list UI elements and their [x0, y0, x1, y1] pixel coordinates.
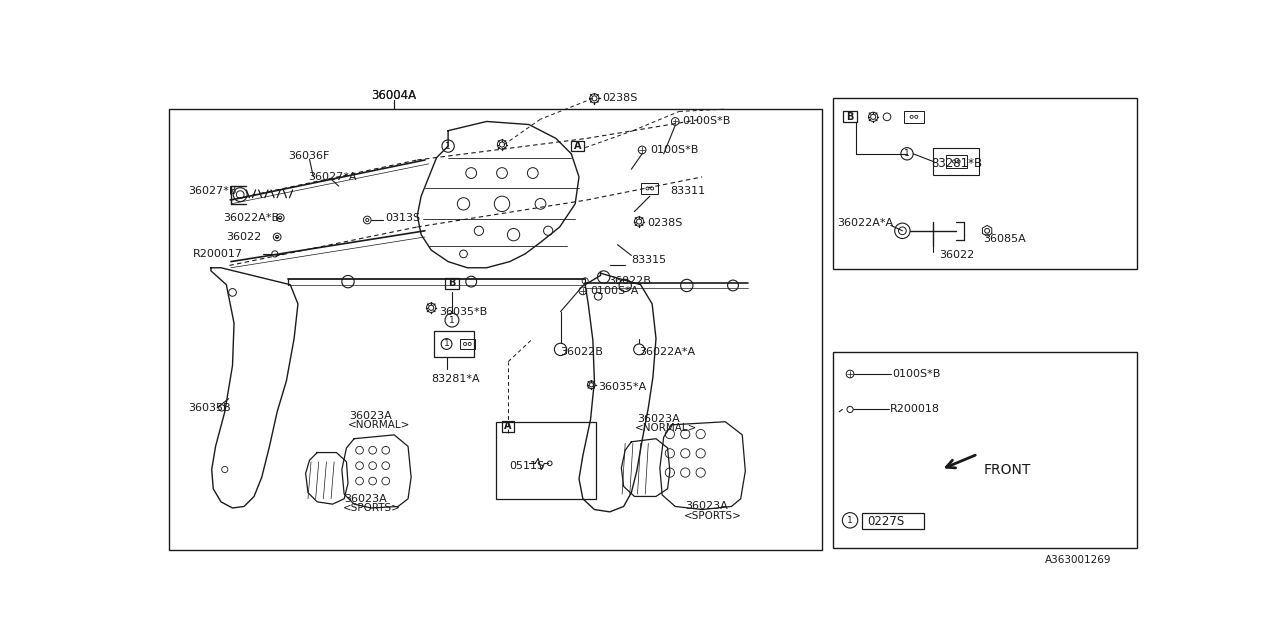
Text: 36022: 36022 — [940, 250, 974, 260]
Text: 36035*B: 36035*B — [439, 307, 488, 317]
Text: 36004A: 36004A — [371, 89, 416, 102]
Text: 36023A: 36023A — [344, 494, 387, 504]
Text: 36036F: 36036F — [288, 151, 329, 161]
Text: 0511S: 0511S — [509, 461, 545, 470]
Text: 36022B: 36022B — [608, 276, 652, 286]
Bar — [460, 339, 475, 349]
Text: 83281*A: 83281*A — [431, 374, 480, 383]
Bar — [445, 278, 460, 289]
Text: 83311: 83311 — [669, 186, 705, 196]
Text: 36023A: 36023A — [636, 413, 680, 424]
Text: <NORMAL>: <NORMAL> — [635, 423, 698, 433]
Text: 1: 1 — [847, 516, 852, 525]
Text: 36023A: 36023A — [685, 502, 728, 511]
Bar — [863, 513, 924, 529]
Bar — [434, 331, 475, 357]
Text: 36022: 36022 — [227, 232, 261, 242]
Text: FRONT: FRONT — [983, 463, 1030, 477]
Bar — [833, 353, 1137, 548]
Text: R200017: R200017 — [192, 249, 242, 259]
Text: A: A — [504, 421, 512, 431]
Text: B: B — [448, 278, 456, 288]
Text: 0100S*B: 0100S*B — [892, 369, 941, 379]
Text: <NORMAL>: <NORMAL> — [348, 420, 411, 430]
Text: 0238S: 0238S — [646, 218, 682, 228]
Text: B: B — [846, 112, 854, 122]
Text: 36004A: 36004A — [371, 89, 416, 102]
Text: 36085A: 36085A — [983, 234, 1027, 243]
Text: 1: 1 — [445, 141, 451, 150]
Bar — [502, 421, 515, 432]
Text: 36035*A: 36035*A — [598, 382, 646, 392]
Bar — [844, 111, 858, 122]
Text: 36023A: 36023A — [349, 411, 392, 420]
Text: 36035B: 36035B — [188, 403, 232, 413]
Bar — [946, 155, 968, 168]
Bar — [169, 109, 822, 550]
Text: 0227S: 0227S — [868, 515, 905, 527]
Text: 36022A*A: 36022A*A — [639, 348, 695, 358]
Text: A: A — [573, 141, 581, 151]
Text: 0100S*A: 0100S*A — [590, 286, 639, 296]
Text: 36022A*B: 36022A*B — [223, 212, 279, 223]
Text: 36022B: 36022B — [561, 348, 603, 358]
Text: <SPORTS>: <SPORTS> — [684, 511, 741, 521]
Text: 0313S: 0313S — [385, 214, 420, 223]
Text: 1: 1 — [444, 339, 449, 349]
Bar — [905, 111, 924, 123]
Text: <SPORTS>: <SPORTS> — [343, 503, 401, 513]
Text: 36027*A: 36027*A — [308, 172, 356, 182]
Bar — [495, 422, 596, 499]
Text: 36027*B: 36027*B — [188, 186, 237, 196]
Text: R200018: R200018 — [890, 404, 940, 415]
Text: 0100S*B: 0100S*B — [682, 116, 731, 127]
Text: 36022A*A: 36022A*A — [837, 218, 893, 228]
Text: 1: 1 — [449, 316, 454, 324]
Bar — [641, 183, 658, 194]
Text: 0100S*B: 0100S*B — [650, 145, 698, 155]
Text: 0238S: 0238S — [602, 93, 637, 103]
Text: A363001269: A363001269 — [1044, 556, 1111, 565]
Text: 1: 1 — [904, 149, 910, 158]
Bar — [833, 99, 1137, 269]
Text: 83315: 83315 — [631, 255, 667, 265]
Text: 83281*B: 83281*B — [932, 157, 983, 170]
Bar — [571, 141, 585, 152]
Bar — [933, 148, 979, 175]
